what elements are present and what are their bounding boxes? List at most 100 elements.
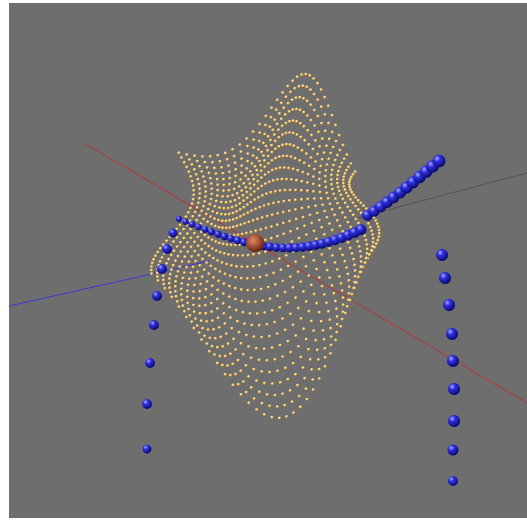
surface-point [304, 265, 308, 269]
surface-point [213, 217, 217, 221]
surface-point [245, 190, 249, 194]
surface-point [192, 326, 196, 330]
surface-point [320, 121, 324, 125]
surface-point [299, 355, 303, 359]
surface-point [260, 335, 264, 339]
surface-point [377, 232, 381, 236]
surface-point [225, 262, 229, 266]
surface-point [264, 114, 268, 118]
surface-point [339, 325, 343, 329]
surface-point [370, 229, 374, 233]
surface-point [215, 177, 219, 181]
surface-point [291, 119, 295, 123]
surface-point [239, 393, 243, 397]
surface-point [291, 285, 295, 290]
surface-point [168, 277, 172, 281]
surface-point [354, 204, 358, 208]
surface-point [352, 193, 356, 197]
surface-point [252, 138, 256, 142]
surface-point [218, 250, 222, 254]
surface-point [180, 282, 184, 286]
surface-point [249, 200, 253, 204]
surface-point [314, 160, 318, 164]
surface-point [275, 332, 280, 336]
surface-point [185, 232, 190, 236]
surface-point [320, 225, 324, 230]
surface-point [288, 199, 292, 203]
surface-point [263, 311, 267, 315]
surface-point [338, 247, 342, 251]
surface-point [286, 101, 290, 105]
surface-point [174, 280, 178, 284]
surface-point [232, 225, 236, 229]
surface-point [296, 227, 300, 231]
surface-point [284, 95, 288, 99]
surface-point [273, 139, 277, 143]
surface-point [245, 196, 249, 200]
surface-point [180, 260, 184, 264]
surface-point [257, 323, 261, 328]
surface-point [269, 190, 273, 195]
surface-point [175, 245, 179, 249]
surface-point [318, 184, 322, 188]
surface-point [204, 287, 208, 292]
surface-point [292, 144, 296, 148]
surface-point [171, 263, 175, 267]
surface-point [325, 144, 329, 148]
surface-point [309, 88, 313, 92]
surface-point [315, 267, 319, 271]
surface-point [330, 173, 334, 177]
surface-point [195, 206, 199, 210]
surface-point [343, 172, 347, 176]
surface-point [279, 117, 284, 121]
scene-canvas[interactable] [9, 3, 527, 518]
surface-point [218, 354, 222, 358]
surface-point [192, 290, 196, 294]
surface-point [240, 265, 244, 269]
surface-point [190, 255, 194, 259]
surface-point [280, 124, 284, 128]
surface-point [303, 224, 307, 228]
surface-point [206, 328, 210, 332]
surface-point [297, 394, 301, 398]
surface-point [225, 243, 229, 247]
surface-point [218, 270, 222, 274]
surface-point [252, 276, 256, 280]
surface-point [228, 305, 232, 309]
surface-point [231, 193, 235, 198]
surface-point [278, 189, 282, 193]
surface-point [249, 170, 253, 174]
surface-point [351, 213, 355, 217]
surface-point [262, 154, 266, 158]
surface-point [186, 289, 190, 293]
surface-point [262, 413, 267, 417]
surface-point [200, 247, 204, 252]
3d-viewport[interactable] [9, 3, 527, 518]
surface-point [186, 250, 190, 254]
surface-point [222, 282, 226, 286]
surface-point [363, 234, 367, 238]
surface-point [343, 216, 348, 220]
surface-point [216, 288, 220, 292]
surface-point [277, 416, 282, 420]
surface-point [190, 320, 194, 324]
surface-point [302, 161, 307, 165]
surface-point [348, 180, 352, 184]
surface-point [272, 201, 276, 205]
surface-point [371, 240, 375, 245]
surface-point [359, 201, 363, 205]
surface-point [307, 143, 311, 147]
surface-point [301, 366, 305, 370]
surface-point [304, 72, 308, 76]
surface-point [343, 188, 347, 192]
surface-point [268, 334, 272, 338]
surface-point [309, 250, 313, 254]
curve-sphere [152, 291, 162, 301]
surface-point [174, 259, 178, 263]
surface-point [368, 225, 373, 229]
surface-point [306, 197, 310, 201]
surface-point [316, 98, 320, 102]
surface-point [258, 275, 262, 279]
surface-point [339, 282, 343, 286]
surface-point [327, 137, 331, 141]
